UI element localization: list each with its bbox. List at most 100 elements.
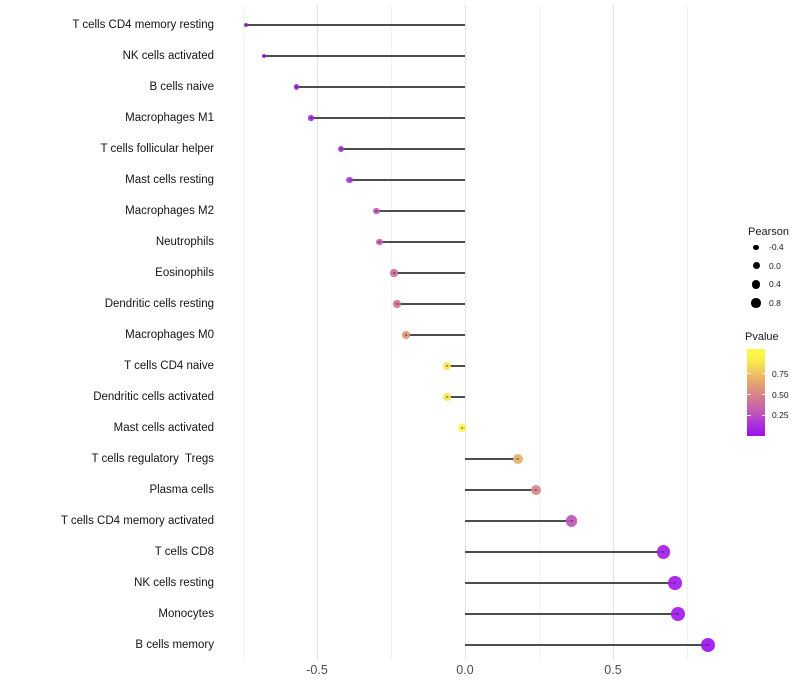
legend-size-label: -0.4 <box>769 242 784 253</box>
lollipop-stem <box>405 334 465 336</box>
lollipop-stem <box>245 24 465 26</box>
stem-tip <box>662 551 665 553</box>
stem-tip <box>706 644 709 646</box>
gradient-tick-label: 0.50 <box>772 389 789 400</box>
stem-tip <box>244 24 247 26</box>
category-label: B cells memory <box>135 639 214 651</box>
lollipop-stem <box>465 458 519 460</box>
category-label: Eosinophils <box>155 267 214 279</box>
lollipop-stem <box>447 365 465 367</box>
stem-tip <box>375 210 378 212</box>
legend-size-dot <box>751 298 761 308</box>
gridline-minor <box>390 5 392 660</box>
legend-size-entry: -0.4 <box>740 238 800 257</box>
lollipop-stem <box>396 303 465 305</box>
gridline-minor <box>242 5 244 660</box>
legend-pearson-title: Pearson <box>748 226 789 238</box>
lollipop-stem <box>340 148 465 150</box>
lollipop-stem <box>379 241 465 243</box>
x-axis: -0.5 0.0 0.5 <box>0 663 800 683</box>
lollipop-stem <box>465 520 572 522</box>
category-label: Dendritic cells resting <box>104 298 214 310</box>
gradient-tick-mark <box>747 394 751 396</box>
stem-tip <box>404 334 407 336</box>
gradient-tick-mark <box>761 394 765 396</box>
legend-size-entry: 0.0 <box>740 257 800 276</box>
gradient-tick-label: 0.25 <box>772 410 789 421</box>
lollipop-stem <box>465 551 664 553</box>
stem-tip <box>674 582 677 584</box>
legend-pvalue-title: Pvalue <box>745 331 779 343</box>
gradient-tick-label: 0.75 <box>772 368 789 379</box>
gridline-major <box>612 5 614 660</box>
legend-size-dot <box>751 280 761 289</box>
gridline-major <box>316 5 318 660</box>
lollipop-stem <box>296 86 465 88</box>
category-label: Macrophages M1 <box>125 112 214 124</box>
gridline-minor <box>686 5 688 660</box>
legend-size-label: 0.4 <box>769 279 781 290</box>
legend-size-label: 0.8 <box>769 298 781 309</box>
category-label: Mast cells activated <box>113 422 214 434</box>
legend-size-entry: 0.4 <box>740 275 800 294</box>
legend-size-dot-box <box>748 280 764 289</box>
category-label: T cells regulatory Tregs <box>91 453 214 465</box>
stem-tip <box>395 303 398 305</box>
category-label: Macrophages M0 <box>125 329 214 341</box>
stem-tip <box>535 489 538 491</box>
gridline-minor <box>538 5 540 660</box>
lollipop-stem <box>447 396 465 398</box>
category-label: Neutrophils <box>155 236 214 248</box>
legend-size-dot-box <box>748 244 764 251</box>
lollipop-stem <box>376 210 465 212</box>
stem-tip <box>446 396 449 398</box>
stem-tip <box>295 86 298 88</box>
stem-tip <box>677 613 680 615</box>
lollipop-stem <box>465 582 676 584</box>
pvalue-gradient-wrap: 0.75 0.50 0.25 <box>747 349 789 436</box>
category-label: T cells CD4 naive <box>124 360 214 372</box>
gradient-tick-mark <box>747 373 751 375</box>
category-label: B cells naive <box>149 81 214 93</box>
lollipop-stem <box>349 179 465 181</box>
lollipop-stem <box>311 117 465 119</box>
category-label: Monocytes <box>158 608 214 620</box>
pvalue-gradient-bar <box>747 349 765 436</box>
legend-size-dot-box <box>748 262 764 270</box>
stem-tip <box>392 272 395 274</box>
gradient-tick-mark <box>761 414 765 416</box>
stem-tip <box>378 241 381 243</box>
category-label: NK cells activated <box>122 50 214 62</box>
stem-tip <box>348 179 351 181</box>
stem-tip <box>310 117 313 119</box>
legend-pvalue: Pvalue 0.75 0.50 0.25 <box>740 331 800 436</box>
lollipop-stem <box>465 613 679 615</box>
stem-tip <box>517 458 520 460</box>
gradient-tick-mark <box>761 373 765 375</box>
category-label: T cells CD4 memory resting <box>72 19 214 31</box>
plot-panel <box>230 5 735 660</box>
category-label: T cells CD4 memory activated <box>60 515 214 527</box>
stem-tip <box>461 427 464 429</box>
legend-pearson-entries: -0.4 0.0 0.4 0.8 <box>740 238 800 312</box>
category-label: T cells CD8 <box>154 546 214 558</box>
lollipop-stem <box>465 644 708 646</box>
stem-tip <box>446 365 449 367</box>
x-tick-label: 0.0 <box>456 663 474 677</box>
stem-tip <box>262 55 265 57</box>
lollipop-stem <box>465 489 537 491</box>
x-tick-label: 0.5 <box>604 663 622 677</box>
category-label: Plasma cells <box>149 484 214 496</box>
legend-pearson: Pearson -0.4 0.0 0.4 0.8 <box>740 226 800 312</box>
legend-size-dot-box <box>748 298 764 308</box>
category-label: T cells follicular helper <box>100 143 214 155</box>
legend-size-dot <box>752 262 760 270</box>
category-label: NK cells resting <box>134 577 214 589</box>
category-label: Dendritic cells activated <box>93 391 214 403</box>
legend-size-label: 0.0 <box>769 260 781 271</box>
lollipop-stem <box>393 272 465 274</box>
stem-tip <box>339 148 342 150</box>
x-tick-label: -0.5 <box>306 663 328 677</box>
stem-tip <box>570 520 573 522</box>
